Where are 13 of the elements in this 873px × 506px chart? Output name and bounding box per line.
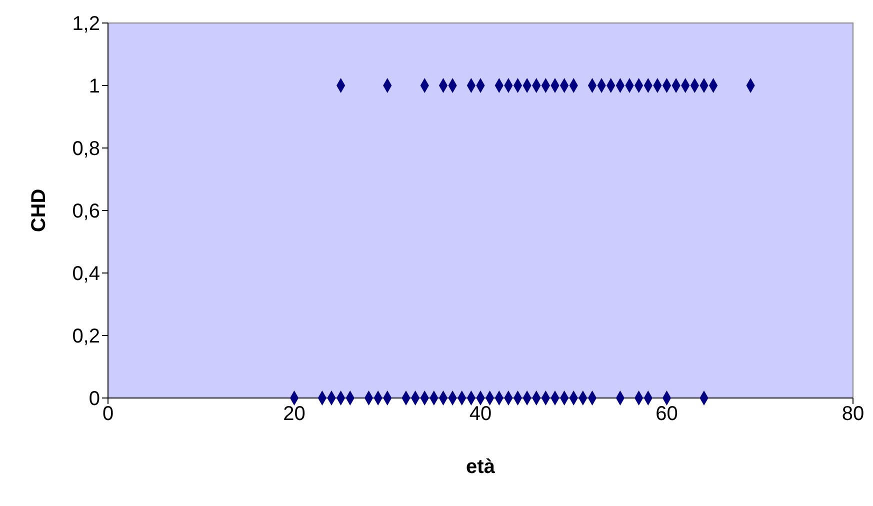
x-axis-title: età bbox=[466, 456, 496, 478]
y-tick-label: 0,6 bbox=[72, 200, 100, 223]
y-tick-label: 1 bbox=[88, 76, 100, 98]
y-tick-label: 0 bbox=[88, 388, 100, 410]
y-tick-label: 0,2 bbox=[72, 326, 100, 348]
y-tick-label: 1,2 bbox=[72, 13, 100, 36]
x-tick-label: 20 bbox=[283, 403, 306, 426]
y-tick-label: 0,4 bbox=[72, 263, 100, 286]
x-tick-label: 60 bbox=[656, 403, 678, 426]
y-axis-title: CHD bbox=[28, 188, 50, 232]
x-tick-label: 40 bbox=[469, 403, 492, 426]
y-tick-label: 0,8 bbox=[72, 138, 100, 160]
x-tick-label: 80 bbox=[842, 403, 864, 426]
